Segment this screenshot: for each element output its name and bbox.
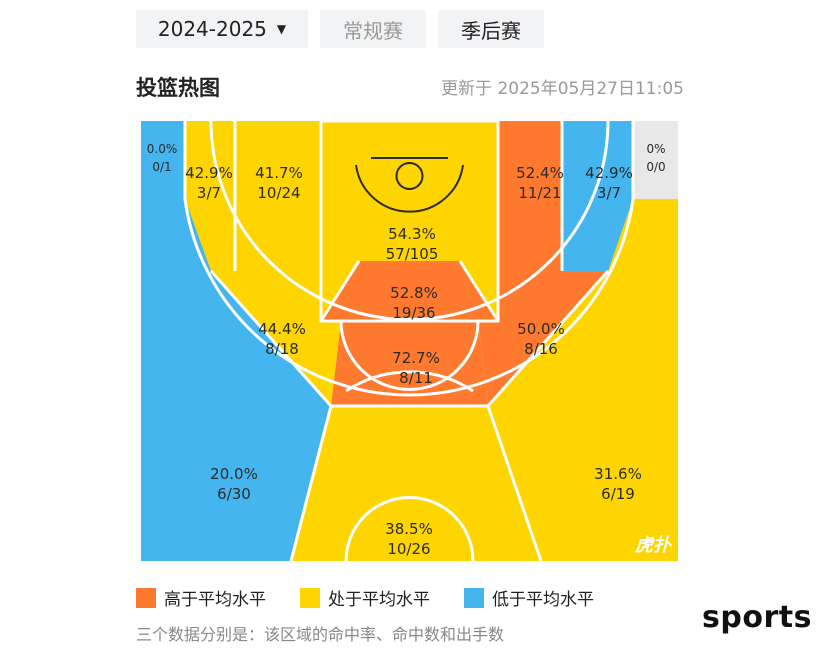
tab-playoff-label: 季后赛 [461,18,521,43]
right-corner-mid-pct: 42.9% [585,164,633,182]
right-wing-mid-pct: 50.0% [517,320,565,338]
restricted-area-pct: 54.3% [388,225,436,243]
page-title: 投篮热图 [136,76,220,100]
left-corner-edge-pct: 0.0% [147,142,178,156]
updated-timestamp: 更新于 2025年05月27日11:05 [441,79,684,99]
season-dropdown[interactable]: 2024-2025 ▼ [136,10,308,48]
right-corner-mid-made: 3/7 [597,184,621,202]
left-corner-3-made: 6/30 [217,485,251,503]
legend-label-average: 处于平均水平 [328,590,430,610]
zone-right-baseline-mid[interactable] [498,121,562,271]
zone-restricted-area[interactable] [321,121,498,321]
left-corner-3-pct: 20.0% [210,465,258,483]
legend-item-average: 处于平均水平 [300,585,430,610]
tab-playoffs[interactable]: 季后赛 [438,10,544,48]
legend-swatch-below [464,587,484,608]
brand-logo: sports [702,600,812,635]
right-corner-edge-pct: 0% [646,142,665,156]
zone-left-corner-edge[interactable] [141,121,185,199]
top-3-made: 10/26 [387,540,430,558]
legend-label-below: 低于平均水平 [492,590,594,610]
zone-top-mid[interactable] [331,321,488,406]
zone-left-baseline-mid[interactable] [235,121,321,271]
season-tabs: 2024-2025 ▼ 常规赛 季后赛 [136,10,544,50]
right-corner-3-made: 6/19 [601,485,635,503]
rim-group [355,157,464,213]
left-baseline-mid-pct: 41.7% [255,164,303,182]
zone-right-corner-3[interactable] [488,199,678,561]
shot-heatmap-court: 20.0% 6/30 31.6% 6/19 38.5% 10/26 44.4% … [141,121,678,561]
left-corner-edge-made: 0/1 [152,160,171,174]
center-circle [344,496,475,561]
hupu-watermark: 虎扑 [634,535,673,556]
legend: 高于平均水平 处于平均水平 低于平均水平 [136,585,594,610]
left-baseline-mid-made: 10/24 [257,184,300,202]
tab-regular-season[interactable]: 常规赛 [320,10,426,48]
top-mid-pct: 72.7% [392,349,440,367]
zone-left-corner-3[interactable] [141,199,331,561]
left-wing-mid-made: 8/18 [265,340,299,358]
zone-labels: 20.0% 6/30 31.6% 6/19 38.5% 10/26 44.4% … [147,142,666,558]
zone-top-3[interactable] [291,406,541,561]
right-corner-3-pct: 31.6% [594,465,642,483]
top-3-pct: 38.5% [385,520,433,538]
right-baseline-mid-pct: 52.4% [516,164,564,182]
legend-label-above: 高于平均水平 [164,590,266,610]
season-label: 2024-2025 [157,17,267,41]
legend-item-below: 低于平均水平 [464,585,594,610]
zone-right-corner-edge[interactable] [633,121,678,199]
paint-upper-made: 19/36 [392,304,435,322]
left-corner-mid-pct: 42.9% [185,164,233,182]
right-wing-mid-made: 8/16 [524,340,558,358]
paint-upper-pct: 52.8% [390,284,438,302]
court-lines [183,121,635,561]
restricted-area-made: 57/105 [386,245,439,263]
legend-swatch-above [136,587,156,608]
right-baseline-mid-made: 11/21 [518,184,561,202]
left-wing-mid-pct: 44.4% [258,320,306,338]
right-corner-edge-made: 0/0 [646,160,665,174]
legend-swatch-average [300,587,320,608]
legend-item-above: 高于平均水平 [136,585,266,610]
zone-right-corner-mid[interactable] [562,121,633,271]
left-corner-mid-made: 3/7 [197,184,221,202]
chevron-down-icon: ▼ [276,22,287,36]
zone-paint-upper[interactable] [321,261,498,321]
footnote: 三个数据分别是：该区域的命中率、命中数和出手数 [136,625,505,644]
zone-left-corner-mid[interactable] [185,121,235,271]
top-mid-made: 8/11 [399,369,433,387]
tab-regular-label: 常规赛 [343,18,403,43]
